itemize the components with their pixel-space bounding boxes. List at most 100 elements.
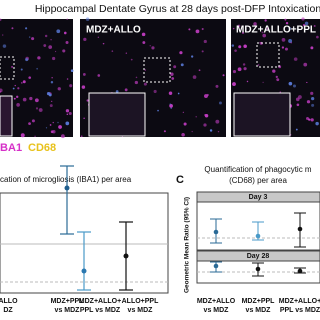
cell — [16, 95, 19, 99]
cell — [81, 85, 86, 89]
cell — [34, 98, 39, 103]
plot-title: Quantification of phagocytic m — [204, 165, 312, 174]
cell — [232, 82, 236, 86]
cell — [288, 27, 292, 30]
cell — [0, 88, 3, 93]
x-tick-label: ALLO+PPL — [122, 298, 159, 305]
cell — [306, 81, 308, 84]
cell — [31, 37, 35, 41]
x-tick-label: PPL vs MDZ — [80, 307, 121, 314]
y-axis-label: Geometric Mean Ratio (95% CI) — [184, 197, 191, 293]
cell — [49, 104, 53, 108]
cell — [293, 57, 298, 61]
cell — [262, 33, 267, 38]
panel-letter: C — [176, 174, 184, 186]
cell — [170, 72, 174, 76]
cell — [313, 25, 316, 27]
cell — [168, 91, 173, 96]
cell — [54, 50, 57, 53]
cell — [28, 122, 31, 126]
cell — [44, 34, 48, 38]
cell — [285, 21, 289, 25]
cell — [192, 75, 197, 79]
cell — [38, 108, 43, 112]
cell — [49, 124, 52, 126]
cell — [46, 92, 51, 96]
cell — [205, 114, 208, 116]
x-tick-label: MDZ+PPL — [51, 298, 85, 305]
cell — [253, 22, 257, 26]
cell — [83, 37, 87, 42]
cell — [144, 69, 146, 71]
cell — [66, 78, 69, 80]
cell — [295, 128, 298, 131]
point-estimate — [81, 268, 87, 274]
point-estimate — [297, 226, 303, 232]
cell — [50, 38, 52, 41]
cell — [37, 56, 41, 60]
cell — [28, 76, 32, 79]
cell — [68, 111, 72, 116]
roi-box — [143, 57, 171, 83]
cell — [182, 111, 184, 113]
cell — [288, 81, 293, 86]
cell — [80, 135, 83, 138]
cell — [70, 69, 74, 72]
cell — [222, 74, 225, 77]
cell — [65, 109, 70, 113]
cell — [290, 42, 292, 44]
cell — [16, 103, 20, 107]
cell — [45, 127, 48, 129]
cell — [281, 46, 285, 49]
cell — [209, 129, 213, 132]
cell — [179, 51, 183, 55]
cell — [288, 38, 293, 43]
cell — [302, 23, 306, 27]
cell — [134, 80, 139, 85]
cell — [181, 132, 185, 137]
cell — [20, 133, 25, 138]
cell — [177, 92, 180, 95]
cell — [43, 44, 47, 47]
cell — [11, 27, 14, 30]
cell — [243, 44, 247, 49]
cell — [262, 81, 264, 83]
cell — [198, 69, 201, 72]
point-estimate — [255, 233, 261, 239]
cell — [306, 116, 309, 120]
point-estimate — [123, 253, 129, 259]
cell — [170, 107, 172, 109]
cell — [48, 45, 53, 49]
cell — [201, 28, 204, 31]
cell — [85, 17, 90, 21]
figure-title: Hippocampal Dentate Gyrus at 28 days pos… — [35, 3, 320, 15]
cell — [102, 42, 105, 45]
x-tick-label: DZ — [3, 307, 13, 314]
stain-label: CD68 — [28, 142, 56, 154]
point-estimate — [213, 263, 219, 269]
cell — [22, 97, 27, 102]
cell — [188, 28, 191, 31]
cell — [111, 50, 114, 52]
roi-box — [256, 42, 280, 68]
cell — [310, 118, 314, 122]
x-tick-label: MDZ+ALLO+ — [79, 298, 121, 305]
cell — [143, 82, 147, 86]
x-tick-label: ALLO — [0, 298, 18, 305]
cell — [232, 70, 237, 74]
cell — [257, 64, 260, 66]
cell — [232, 27, 235, 30]
cell — [261, 31, 264, 34]
cell — [86, 99, 89, 102]
cell — [292, 84, 297, 88]
x-tick-label: vs MDZ — [128, 307, 154, 314]
cell — [62, 49, 66, 53]
cell — [66, 18, 69, 20]
cell — [124, 88, 128, 92]
cell — [153, 89, 157, 94]
cell — [171, 77, 175, 80]
cell — [97, 74, 101, 77]
cell — [12, 87, 15, 90]
cell — [284, 18, 287, 21]
